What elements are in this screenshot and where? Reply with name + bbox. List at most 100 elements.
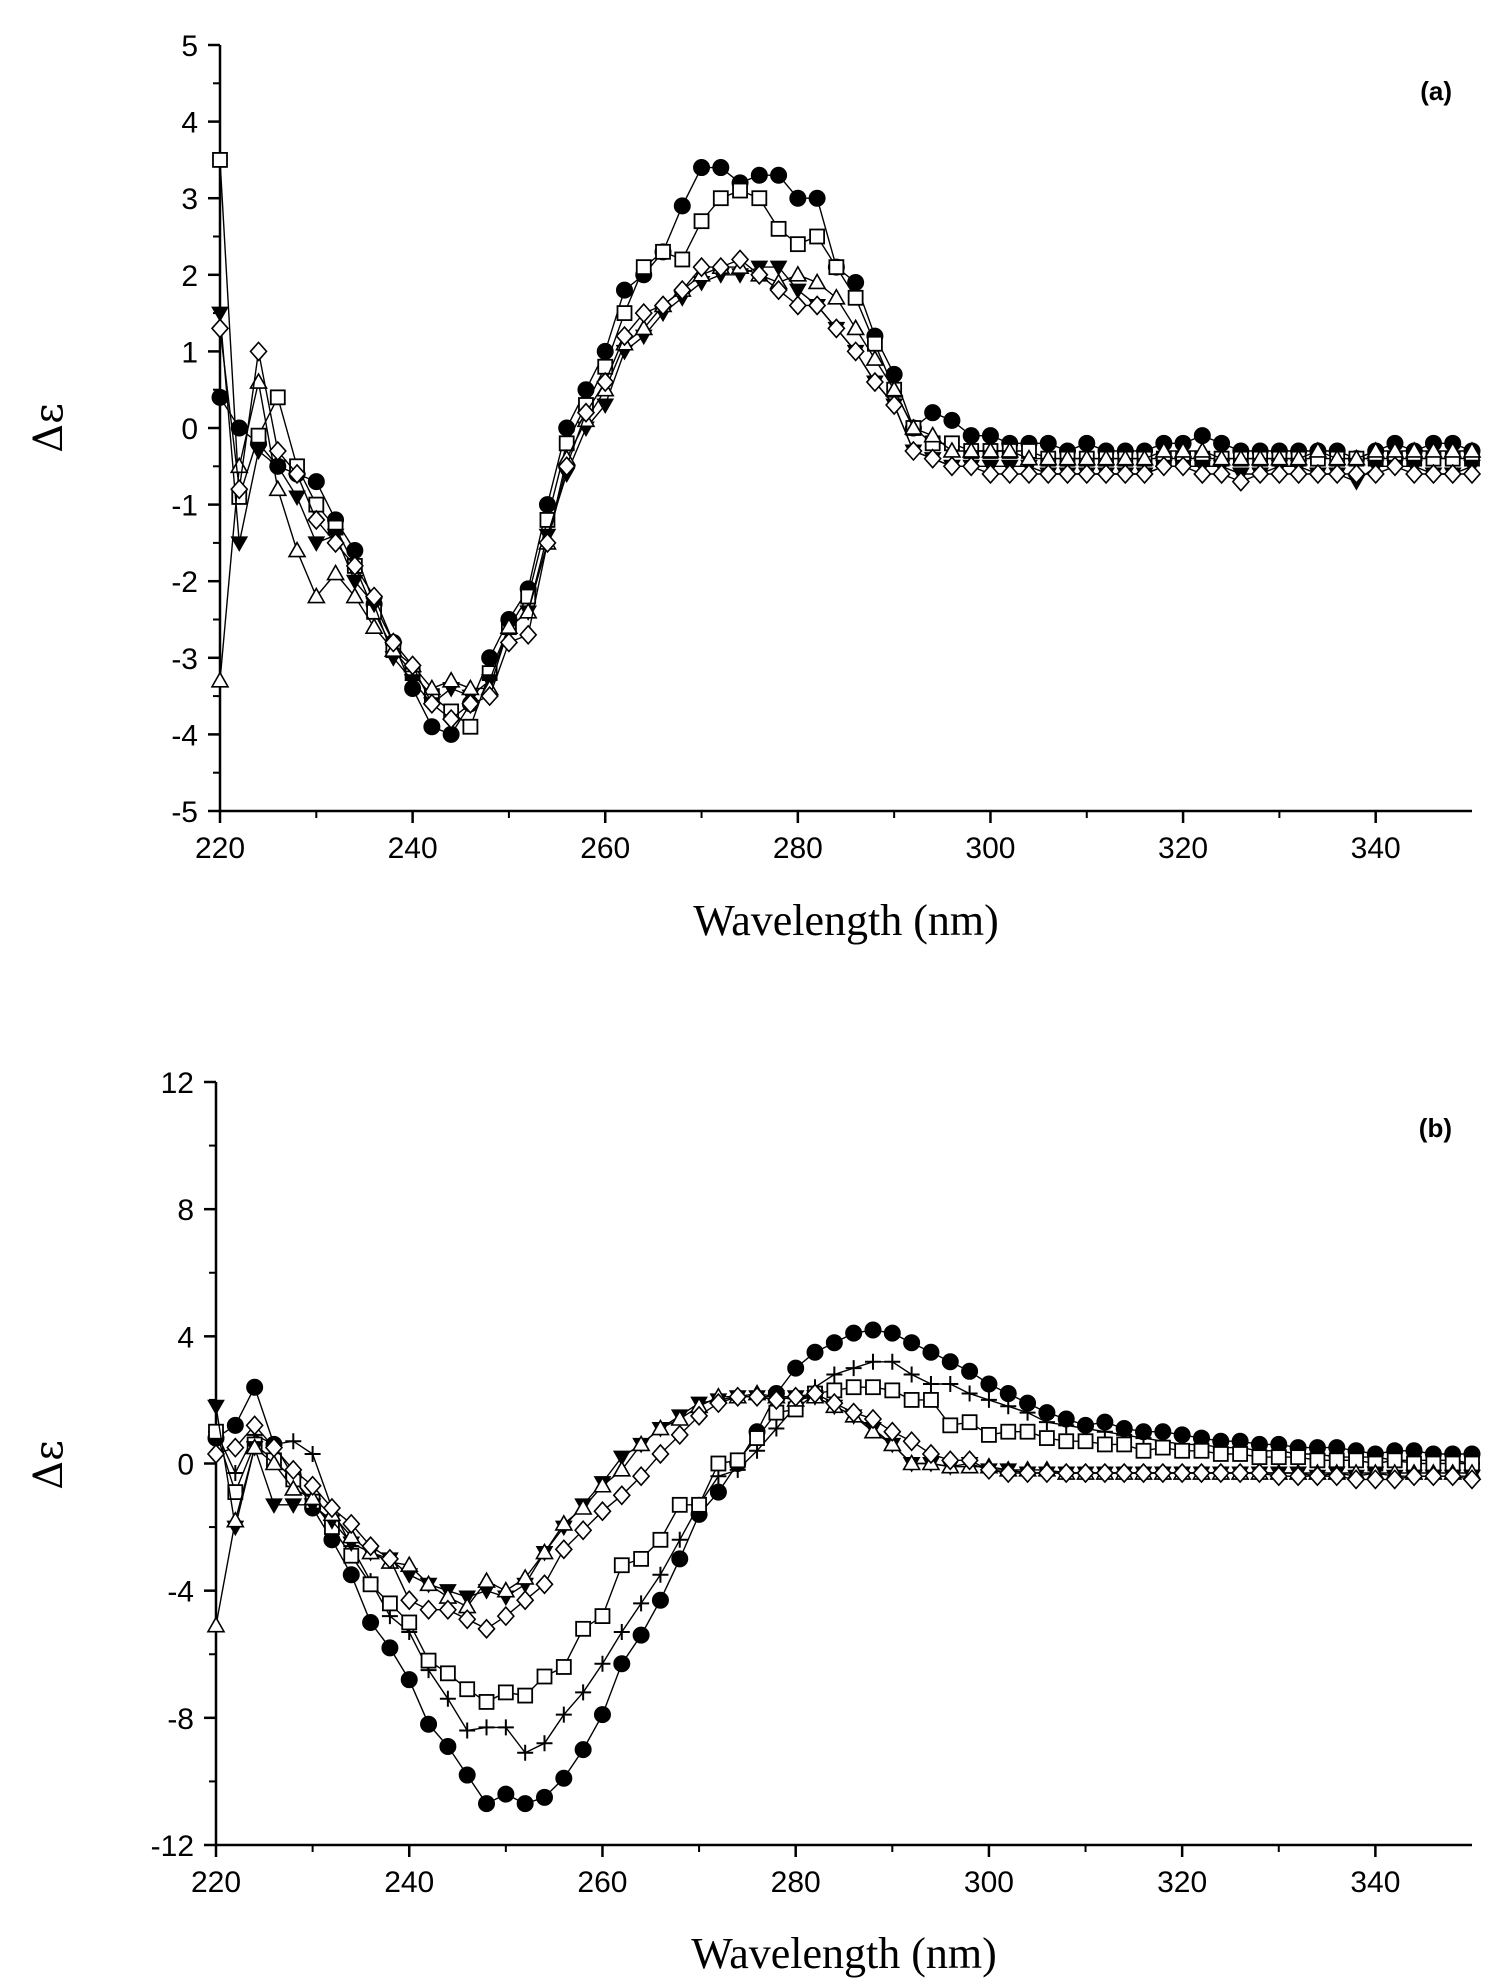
data-point [903,1366,920,1383]
data-point [1290,1449,1306,1466]
data-point [250,427,267,444]
data-point [535,1542,554,1560]
data-point [1058,1433,1075,1450]
data-point [477,1571,496,1588]
data-point [1250,1462,1269,1484]
data-point [712,190,729,207]
data-point [574,1741,592,1759]
data-point [480,685,499,707]
data-point [380,1548,399,1570]
data-point [1443,1466,1462,1487]
data-point [922,1343,940,1361]
data-point [1116,1436,1133,1453]
data-point [1019,463,1039,485]
data-point [962,456,981,477]
data-point [1038,1430,1055,1446]
data-point [515,1568,535,1585]
data-point [1405,463,1424,485]
data-point [728,1386,747,1407]
series-open-triangle-up [210,257,1482,696]
data-point [230,536,249,552]
data-point [941,1450,960,1471]
data-point [1077,1433,1094,1450]
data-point [1462,1469,1482,1490]
data-point [365,586,384,607]
data-point [307,509,326,531]
data-point [885,394,904,416]
data-point [922,1376,939,1393]
data-point [1269,1466,1288,1487]
y-axis-title: Δε [26,1440,72,1490]
data-point [981,1426,997,1443]
y-tick-label: -2 [171,566,198,599]
data-point [865,371,884,393]
data-point [615,281,633,299]
data-point [652,1566,669,1583]
data-point [786,1386,805,1407]
data-point [557,456,576,477]
data-point [864,1321,882,1339]
data-point [1404,1466,1424,1487]
data-point [284,1459,303,1481]
data-point [846,318,866,336]
data-point [807,272,827,290]
data-point [1251,463,1270,485]
data-point [613,1557,630,1574]
data-point [212,151,228,168]
data-point [1000,1398,1017,1415]
data-point [1057,1462,1076,1484]
data-point [1096,463,1116,485]
data-point [712,159,730,177]
data-point [384,632,403,653]
data-point [461,693,480,714]
data-point [729,1452,746,1469]
data-point [230,479,249,500]
x-tick-label: 280 [773,832,823,865]
data-point [1443,463,1462,485]
data-point [788,295,807,316]
x-tick-label: 300 [964,1866,1014,1899]
data-point [303,1475,322,1496]
series-open-triangle-up [206,1383,1482,1633]
data-point [1174,1442,1191,1459]
data-point [844,1402,863,1423]
x-tick-label: 340 [1350,1866,1400,1899]
data-point [671,1496,688,1513]
data-point [538,532,557,554]
series-open-square [208,1379,1480,1710]
series-open-diamond [210,249,1482,730]
data-point [884,1382,901,1399]
data-point [459,1681,476,1698]
data-point [478,1694,495,1710]
data-point [362,1613,380,1631]
data-point [671,1531,688,1548]
data-point [458,1766,476,1784]
data-point [1347,463,1366,485]
data-point [825,1392,844,1414]
data-point [1116,463,1135,485]
y-tick-label: -12 [151,1830,194,1863]
data-point [845,1360,862,1377]
data-point [789,236,806,253]
data-point [1076,1462,1095,1484]
data-point [536,1668,553,1685]
data-point [1038,1414,1055,1431]
data-point [439,1737,457,1755]
data-point [400,1671,418,1689]
data-point [516,1590,535,1611]
data-point [960,1450,979,1471]
data-point [770,166,788,184]
series-open-diamond [206,1383,1482,1640]
data-point [478,1719,495,1736]
data-point [442,708,461,730]
data-point [1289,463,1308,485]
data-point [809,228,826,245]
data-point [923,426,943,443]
data-point [884,1353,901,1370]
y-tick-label: 5 [181,30,198,63]
data-point [768,1420,785,1437]
data-point [652,1531,669,1548]
data-point [615,325,634,347]
data-point [846,341,865,362]
data-point [769,279,788,301]
